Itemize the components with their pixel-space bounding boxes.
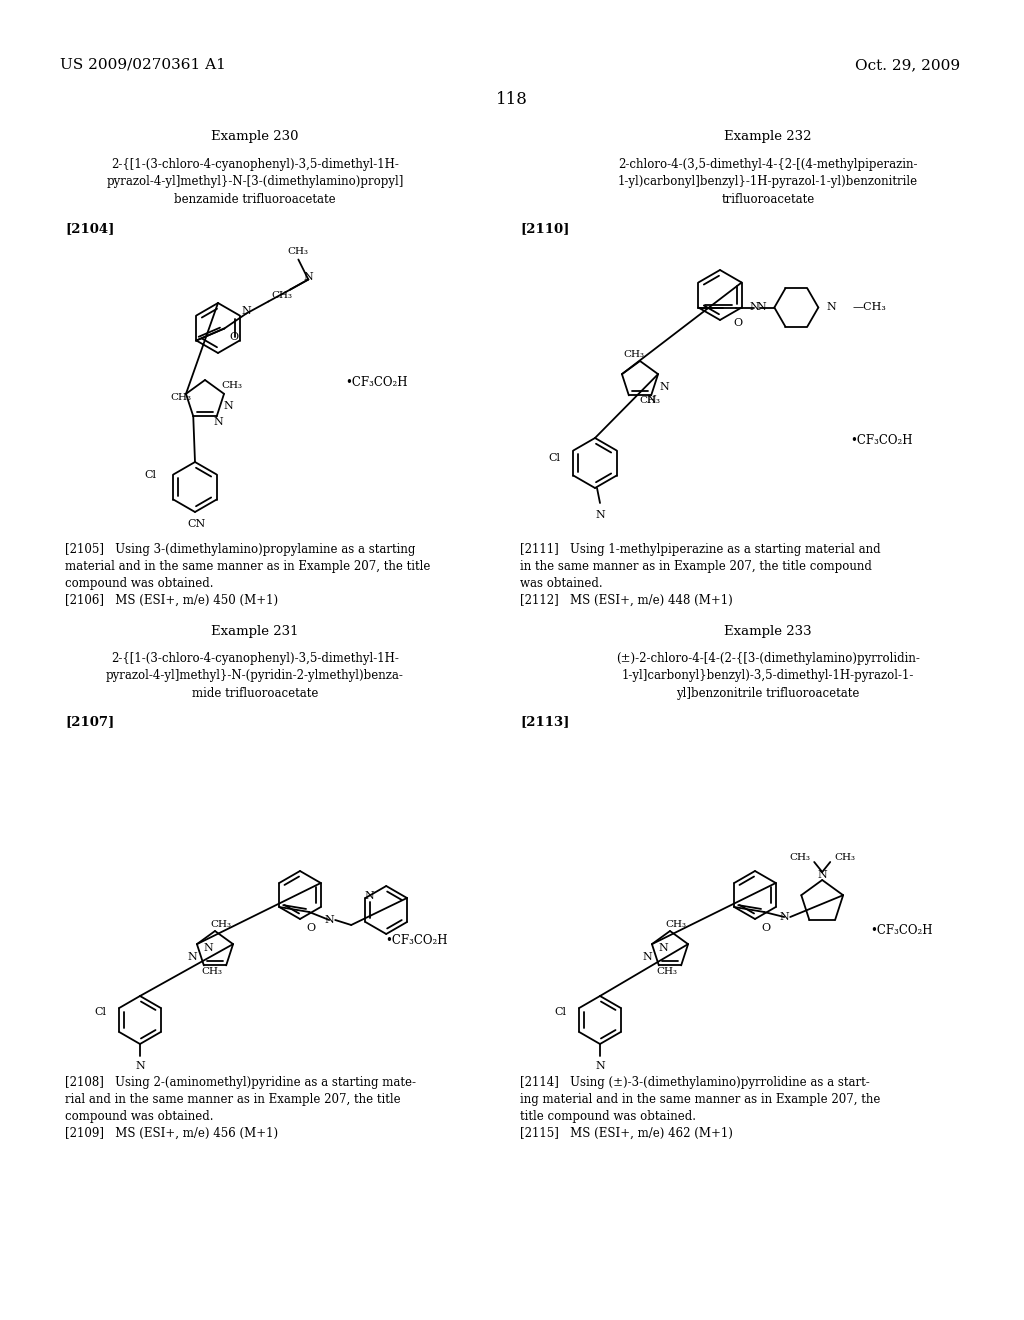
- Text: N: N: [595, 510, 605, 520]
- Text: CN: CN: [187, 519, 206, 529]
- Text: N: N: [826, 302, 837, 313]
- Text: Example 231: Example 231: [211, 624, 299, 638]
- Text: [2109]   MS (ESI+, m/e) 456 (M+1): [2109] MS (ESI+, m/e) 456 (M+1): [65, 1127, 279, 1140]
- Text: CH₃: CH₃: [210, 920, 231, 928]
- Text: N: N: [365, 891, 375, 902]
- Text: [2107]: [2107]: [65, 715, 115, 729]
- Text: N: N: [223, 401, 232, 411]
- Text: N: N: [750, 302, 759, 313]
- Text: N: N: [642, 952, 652, 962]
- Text: [2110]: [2110]: [520, 222, 569, 235]
- Text: [2115]   MS (ESI+, m/e) 462 (M+1): [2115] MS (ESI+, m/e) 462 (M+1): [520, 1127, 733, 1140]
- Text: •CF₃CO₂H: •CF₃CO₂H: [870, 924, 933, 936]
- Text: CH₃: CH₃: [288, 247, 309, 256]
- Text: •CF₃CO₂H: •CF₃CO₂H: [345, 375, 408, 388]
- Text: N: N: [204, 942, 213, 953]
- Text: N: N: [303, 272, 313, 282]
- Text: [2105]   Using 3-(dimethylamino)propylamine as a starting
material and in the sa: [2105] Using 3-(dimethylamino)propylamin…: [65, 543, 430, 590]
- Text: Cl: Cl: [94, 1007, 106, 1016]
- Text: 2-{[1-(3-chloro-4-cyanophenyl)-3,5-dimethyl-1H-
pyrazol-4-yl]methyl}-N-(pyridin-: 2-{[1-(3-chloro-4-cyanophenyl)-3,5-dimet…: [106, 652, 403, 700]
- Text: Example 230: Example 230: [211, 129, 299, 143]
- Text: N: N: [659, 381, 669, 392]
- Text: 2-{[1-(3-chloro-4-cyanophenyl)-3,5-dimethyl-1H-
pyrazol-4-yl]methyl}-N-[3-(dimet: 2-{[1-(3-chloro-4-cyanophenyl)-3,5-dimet…: [106, 158, 403, 206]
- Text: •CF₃CO₂H: •CF₃CO₂H: [385, 933, 447, 946]
- Text: [2111]   Using 1-methylpiperazine as a starting material and
in the same manner : [2111] Using 1-methylpiperazine as a sta…: [520, 543, 881, 590]
- Text: Example 232: Example 232: [724, 129, 812, 143]
- Text: N: N: [757, 302, 766, 313]
- Text: CH₃: CH₃: [221, 381, 242, 391]
- Text: 118: 118: [496, 91, 528, 108]
- Text: US 2009/0270361 A1: US 2009/0270361 A1: [60, 58, 226, 73]
- Text: [2106]   MS (ESI+, m/e) 450 (M+1): [2106] MS (ESI+, m/e) 450 (M+1): [65, 594, 279, 607]
- Text: N: N: [595, 1061, 605, 1071]
- Text: CH₃: CH₃: [639, 396, 660, 405]
- Text: CH₃: CH₃: [170, 393, 191, 403]
- Text: [2112]   MS (ESI+, m/e) 448 (M+1): [2112] MS (ESI+, m/e) 448 (M+1): [520, 594, 733, 607]
- Text: CH₃: CH₃: [271, 290, 293, 300]
- Text: Cl: Cl: [548, 453, 560, 463]
- Text: CH₃: CH₃: [656, 968, 678, 977]
- Text: O: O: [734, 318, 742, 329]
- Text: Example 233: Example 233: [724, 624, 812, 638]
- Text: CH₃: CH₃: [624, 350, 645, 359]
- Text: N: N: [135, 1061, 144, 1071]
- Text: N: N: [187, 952, 197, 962]
- Text: CH₃: CH₃: [202, 968, 222, 977]
- Text: N: N: [779, 912, 790, 921]
- Text: [2108]   Using 2-(aminomethyl)pyridine as a starting mate-
rial and in the same : [2108] Using 2-(aminomethyl)pyridine as …: [65, 1076, 416, 1123]
- Text: CH₃: CH₃: [666, 920, 686, 928]
- Text: [2113]: [2113]: [520, 715, 569, 729]
- Text: Cl: Cl: [144, 470, 156, 479]
- Text: N: N: [213, 417, 223, 426]
- Text: 2-chloro-4-(3,5-dimethyl-4-{2-[(4-methylpiperazin-
1-yl)carbonyl]benzyl}-1H-pyra: 2-chloro-4-(3,5-dimethyl-4-{2-[(4-methyl…: [617, 158, 919, 206]
- Text: [2104]: [2104]: [65, 222, 115, 235]
- Text: N: N: [242, 306, 251, 317]
- Text: Oct. 29, 2009: Oct. 29, 2009: [855, 58, 961, 73]
- Text: —CH₃: —CH₃: [852, 302, 886, 313]
- Text: CH₃: CH₃: [790, 854, 810, 862]
- Text: N: N: [325, 915, 334, 925]
- Text: O: O: [229, 331, 239, 342]
- Text: (±)-2-chloro-4-[4-(2-{[3-(dimethylamino)pyrrolidin-
1-yl]carbonyl}benzyl)-3,5-di: (±)-2-chloro-4-[4-(2-{[3-(dimethylamino)…: [616, 652, 920, 700]
- Text: CH₃: CH₃: [835, 854, 855, 862]
- Text: [2114]   Using (±)-3-(dimethylamino)pyrrolidine as a start-
ing material and in : [2114] Using (±)-3-(dimethylamino)pyrrol…: [520, 1076, 881, 1123]
- Text: N: N: [658, 942, 669, 953]
- Text: N: N: [817, 870, 827, 880]
- Text: N: N: [646, 395, 656, 405]
- Text: O: O: [762, 923, 771, 933]
- Text: O: O: [306, 923, 315, 933]
- Text: Cl: Cl: [554, 1007, 566, 1016]
- Text: •CF₃CO₂H: •CF₃CO₂H: [850, 433, 912, 446]
